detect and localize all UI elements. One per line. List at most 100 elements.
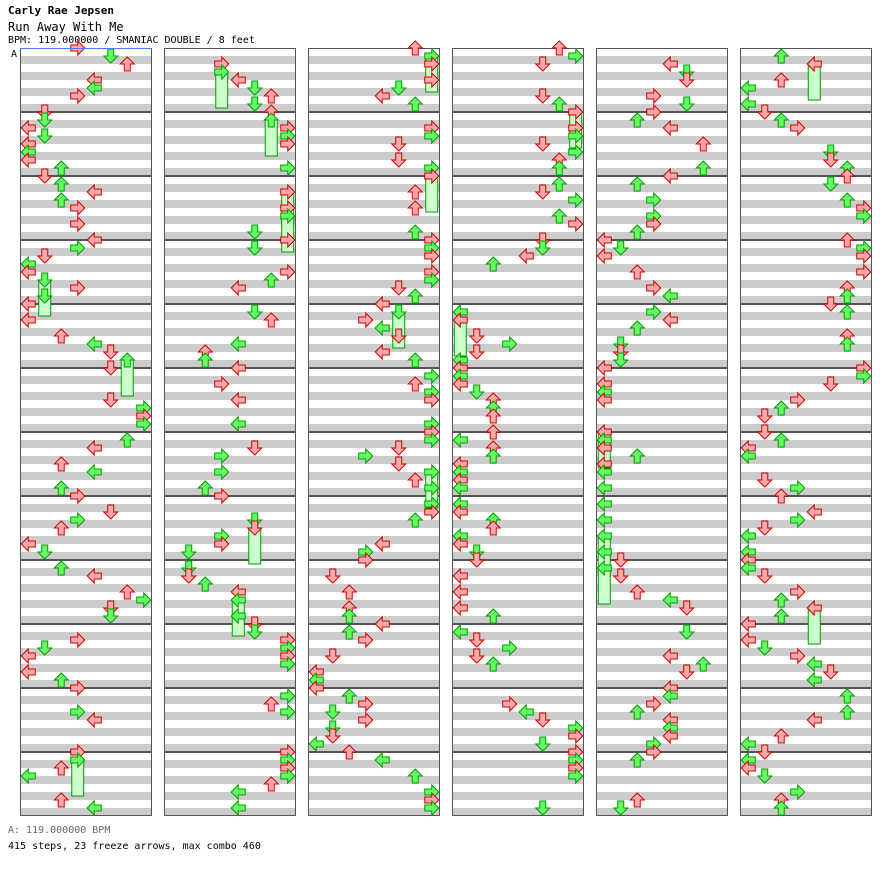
beat-stripe: [596, 296, 728, 304]
step-arrow: [180, 568, 197, 584]
step-arrow: [839, 232, 856, 248]
beat-stripe: [20, 696, 152, 704]
down-arrow-icon: [534, 136, 551, 152]
step-arrow: [70, 487, 86, 505]
beat-stripe: [596, 632, 728, 640]
right-arrow-icon: [70, 87, 86, 105]
beat-stripe: [308, 216, 440, 224]
measure-border: [308, 752, 440, 816]
left-arrow-icon: [230, 591, 246, 609]
step-arrow: [568, 727, 584, 745]
up-arrow-icon: [629, 448, 646, 464]
down-arrow-icon: [102, 608, 119, 624]
beat-stripe: [20, 744, 152, 752]
step-arrow: [468, 632, 485, 648]
step-arrow: [534, 88, 551, 104]
step-arrow: [773, 400, 790, 416]
step-arrow: [695, 656, 712, 672]
step-arrow: [341, 608, 358, 624]
step-arrow: [662, 55, 678, 73]
measure: [308, 752, 440, 816]
beat-stripe: [308, 248, 440, 256]
beat-stripe: [596, 56, 728, 64]
right-arrow-icon: [358, 695, 374, 713]
left-arrow-icon: [86, 463, 102, 481]
beat-stripe: [452, 504, 584, 512]
measure-border: [20, 432, 152, 496]
step-arrow: [20, 311, 36, 329]
beat-stripe: [308, 616, 440, 624]
step-arrow: [485, 608, 502, 624]
beat-stripe: [20, 712, 152, 720]
step-arrow: [756, 744, 773, 760]
step-arrow: [568, 143, 584, 161]
up-arrow-icon: [773, 728, 790, 744]
step-arrow: [612, 800, 629, 816]
left-arrow-icon: [596, 479, 612, 497]
step-arrow: [230, 335, 246, 353]
left-arrow-icon: [740, 527, 756, 545]
measure-border: [596, 176, 728, 240]
step-arrow: [502, 639, 518, 657]
up-arrow-icon: [629, 264, 646, 280]
bpm-marker-label: A: [11, 49, 17, 60]
beat-stripe: [452, 632, 584, 640]
measure: [164, 688, 296, 752]
step-arrow: [596, 391, 612, 409]
measure-border: [740, 112, 872, 176]
up-arrow-icon: [407, 472, 424, 488]
right-arrow-icon: [214, 375, 230, 393]
up-arrow-icon: [407, 40, 424, 56]
left-arrow-icon: [86, 183, 102, 201]
right-arrow-icon: [358, 551, 374, 569]
up-arrow-icon: [53, 760, 70, 776]
beat-stripe: [452, 456, 584, 464]
beat-stripe: [596, 72, 728, 80]
beat-stripe: [20, 488, 152, 496]
step-arrow: [86, 335, 102, 353]
step-arrow: [756, 568, 773, 584]
step-arrow: [806, 655, 822, 673]
left-arrow-icon: [230, 335, 246, 353]
up-arrow-icon: [551, 160, 568, 176]
left-arrow-icon: [740, 615, 756, 633]
beat-stripe: [740, 232, 872, 240]
up-arrow-icon: [695, 160, 712, 176]
measure-border: [164, 240, 296, 304]
step-arrow: [407, 200, 424, 216]
right-arrow-icon: [646, 695, 662, 713]
step-arrow: [53, 456, 70, 472]
beat-stripe: [452, 408, 584, 416]
step-arrow: [308, 679, 324, 697]
step-arrow: [424, 71, 440, 89]
step-arrow: [452, 623, 468, 641]
measure: [308, 112, 440, 176]
up-arrow-icon: [839, 288, 856, 304]
beat-stripe: [20, 520, 152, 528]
down-arrow-icon: [36, 544, 53, 560]
right-arrow-icon: [70, 199, 86, 217]
beat-stripe: [740, 776, 872, 784]
left-arrow-icon: [86, 231, 102, 249]
measure-border: [164, 176, 296, 240]
step-arrow: [53, 760, 70, 776]
measure-border: [20, 624, 152, 688]
left-arrow-icon: [662, 727, 678, 745]
measure-border: [164, 48, 296, 112]
beat-stripe: [596, 264, 728, 272]
up-arrow-icon: [773, 400, 790, 416]
beat-stripe: [308, 408, 440, 416]
down-arrow-icon: [534, 240, 551, 256]
up-arrow-icon: [629, 704, 646, 720]
right-arrow-icon: [70, 215, 86, 233]
right-arrow-icon: [790, 479, 806, 497]
step-arrow: [806, 711, 822, 729]
step-arrow: [822, 376, 839, 392]
step-arrow: [36, 168, 53, 184]
beat-stripe: [20, 680, 152, 688]
step-arrow: [20, 295, 36, 313]
beat-stripe: [740, 376, 872, 384]
step-arrow: [468, 552, 485, 568]
right-arrow-icon: [790, 647, 806, 665]
beat-stripe: [740, 296, 872, 304]
